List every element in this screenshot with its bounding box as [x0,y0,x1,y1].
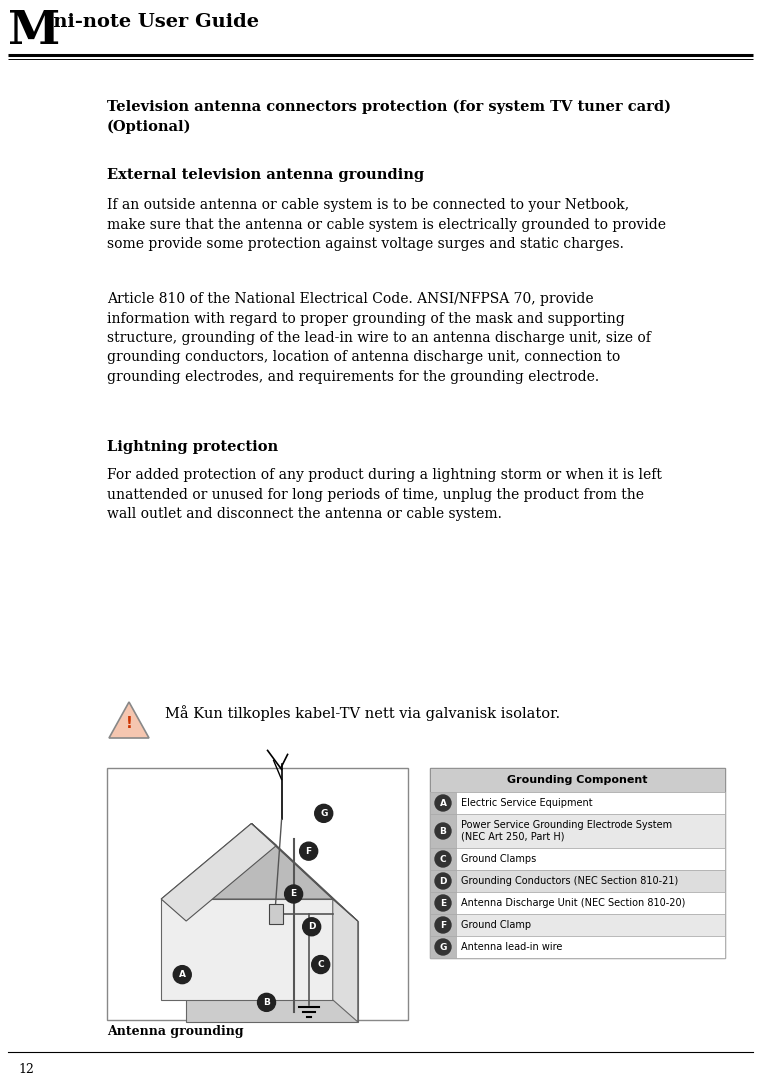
Text: C: C [317,960,324,969]
Text: Antenna grounding: Antenna grounding [107,1025,244,1038]
Circle shape [312,956,330,973]
Bar [430,914,725,936]
Polygon shape [161,823,333,899]
Circle shape [257,994,275,1011]
Circle shape [435,823,451,839]
Bar [430,870,725,892]
Bar [430,848,725,870]
Text: G: G [320,809,327,818]
Text: E: E [440,899,446,907]
Circle shape [300,842,317,860]
Text: B: B [440,826,447,836]
Text: ini-note User Guide: ini-note User Guide [46,13,259,31]
Polygon shape [161,899,333,1000]
Polygon shape [186,921,358,1022]
Text: External television antenna grounding: External television antenna grounding [107,168,424,183]
Bar [430,814,456,848]
Polygon shape [251,823,358,921]
Circle shape [435,895,451,912]
Text: Antenna Discharge Unit (NEC Section 810-20): Antenna Discharge Unit (NEC Section 810-… [461,897,686,908]
Bar [430,814,725,848]
Text: Ground Clamp: Ground Clamp [461,920,531,930]
Bar [430,792,725,814]
Text: Må Kun tilkoples kabel-TV nett via galvanisk isolator.: Må Kun tilkoples kabel-TV nett via galva… [165,705,560,720]
Text: 12: 12 [18,1063,34,1076]
Text: F: F [306,847,312,855]
Polygon shape [161,823,276,921]
Circle shape [435,939,451,955]
Text: Television antenna connectors protection (for system TV tuner card)
(Optional): Television antenna connectors protection… [107,100,671,134]
Text: Lightning protection: Lightning protection [107,440,278,454]
Polygon shape [333,899,358,1022]
Bar [269,904,282,924]
Bar [430,892,725,914]
Circle shape [174,966,191,984]
Text: Article 810 of the National Electrical Code. ANSI/NFPSA 70, provide
information : Article 810 of the National Electrical C… [107,292,651,384]
Text: Grounding Conductors (NEC Section 810-21): Grounding Conductors (NEC Section 810-21… [461,876,678,886]
Bar [430,848,456,870]
Circle shape [315,805,333,822]
Text: E: E [291,890,297,899]
Text: A: A [440,798,447,808]
Text: Grounding Component: Grounding Component [508,775,648,785]
Circle shape [435,795,451,811]
Text: B: B [263,998,270,1007]
Text: Antenna lead-in wire: Antenna lead-in wire [461,942,562,951]
Bar [430,914,456,936]
Circle shape [435,851,451,867]
Text: C: C [440,854,446,864]
Circle shape [435,917,451,933]
Text: If an outside antenna or cable system is to be connected to your Netbook,
make s: If an outside antenna or cable system is… [107,198,666,251]
Bar [430,768,725,958]
Bar [430,768,725,792]
Circle shape [435,873,451,889]
Bar [430,936,725,958]
Bar [430,792,456,814]
Circle shape [303,918,320,935]
Text: !: ! [126,716,132,731]
Polygon shape [109,702,149,738]
Text: Ground Clamps: Ground Clamps [461,854,537,864]
Text: Power Service Grounding Electrode System
(NEC Art 250, Part H): Power Service Grounding Electrode System… [461,820,672,841]
Text: D: D [308,922,315,931]
Text: A: A [179,970,186,980]
Bar [430,870,456,892]
Bar [430,936,456,958]
Text: Electric Service Equipment: Electric Service Equipment [461,798,593,808]
Text: F: F [440,920,446,930]
Text: For added protection of any product during a lightning storm or when it is left
: For added protection of any product duri… [107,468,662,521]
Text: G: G [439,943,447,951]
Bar [107,768,408,1020]
Bar [430,892,456,914]
Text: M: M [8,8,60,54]
Text: D: D [439,877,447,886]
Circle shape [285,885,303,903]
